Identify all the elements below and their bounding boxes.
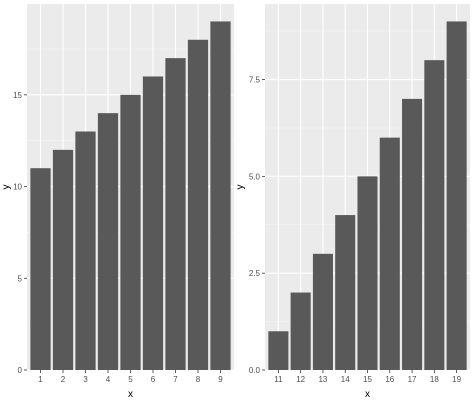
x-tick-label: 19 [452, 375, 461, 384]
y-tick-label: 0.0 [249, 366, 261, 375]
x-tick-label: 13 [318, 375, 327, 384]
x-tick-label: 17 [408, 375, 417, 384]
bar-17 [402, 98, 423, 370]
y-tick-label: 2.5 [249, 269, 261, 278]
bar-1 [30, 168, 51, 370]
bar-15 [357, 176, 378, 370]
bar-12 [290, 292, 311, 370]
bar-5 [120, 94, 141, 371]
x-tick-label: 2 [61, 375, 66, 384]
bar-13 [312, 253, 333, 370]
x-tick-label: 18 [430, 375, 439, 384]
y-axis-title: y [1, 185, 12, 190]
x-tick-label: 3 [83, 375, 88, 384]
bar-6 [142, 76, 164, 371]
bar-14 [335, 215, 356, 370]
bar-2 [52, 149, 74, 370]
bar-9 [210, 21, 231, 371]
bar-3 [75, 131, 96, 370]
y-axis-title: y [235, 185, 246, 190]
y-tick-label: 10 [13, 183, 22, 192]
y-tick-label: 0 [18, 366, 23, 375]
x-tick-label: 5 [128, 375, 133, 384]
x-tick-label: 14 [341, 375, 350, 384]
bar-8 [187, 39, 209, 370]
x-tick-label: 9 [218, 375, 223, 384]
x-tick-label: 4 [106, 375, 111, 384]
x-tick-label: 7 [173, 375, 178, 384]
x-tick-label: 6 [151, 375, 156, 384]
bar-18 [424, 60, 445, 371]
x-axis-title: x [128, 389, 133, 400]
left-bar-chart: 0 5 10 15 1 2 3 4 5 6 7 8 9 x y [1, 4, 234, 400]
x-tick-label: 12 [296, 375, 305, 384]
y-tick-label: 5.0 [249, 172, 261, 181]
y-tick-label: 15 [13, 91, 22, 100]
x-axis-title: x [365, 389, 370, 400]
x-tick-label: 11 [274, 375, 283, 384]
bar-11 [268, 331, 289, 370]
bar-16 [379, 137, 400, 370]
y-tick-label: 5 [18, 274, 23, 283]
bar-19 [446, 21, 467, 371]
y-tick-label: 7.5 [249, 76, 261, 85]
bar-4 [97, 113, 119, 370]
bar-7 [165, 58, 186, 370]
x-tick-label: 15 [363, 375, 372, 384]
x-tick-label: 1 [38, 375, 43, 384]
x-tick-label: 8 [196, 375, 201, 384]
right-bar-chart: 0.0 2.5 5.0 7.5 11 12 13 14 15 16 17 18 19 x y [235, 4, 470, 400]
x-tick-label: 16 [385, 375, 394, 384]
